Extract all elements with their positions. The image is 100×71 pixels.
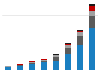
Bar — [89, 16, 95, 28]
Bar — [5, 67, 11, 70]
Bar — [65, 44, 71, 45]
Bar — [29, 61, 35, 62]
Bar — [41, 59, 47, 60]
Bar — [17, 66, 23, 70]
Bar — [65, 45, 71, 48]
Bar — [65, 54, 71, 70]
Bar — [41, 60, 47, 61]
Bar — [41, 62, 47, 70]
Bar — [77, 32, 83, 36]
Bar — [65, 43, 71, 44]
Bar — [77, 45, 83, 70]
Bar — [65, 48, 71, 54]
Bar — [89, 11, 95, 16]
Bar — [77, 36, 83, 45]
Bar — [53, 57, 59, 61]
Bar — [29, 64, 35, 70]
Bar — [53, 61, 59, 70]
Bar — [89, 6, 95, 11]
Bar — [77, 30, 83, 31]
Bar — [77, 31, 83, 32]
Bar — [41, 61, 47, 62]
Bar — [17, 65, 23, 66]
Bar — [53, 55, 59, 57]
Bar — [89, 4, 95, 6]
Bar — [89, 28, 95, 70]
Bar — [17, 64, 23, 65]
Bar — [29, 62, 35, 63]
Bar — [29, 63, 35, 64]
Bar — [5, 66, 11, 67]
Bar — [53, 54, 59, 55]
